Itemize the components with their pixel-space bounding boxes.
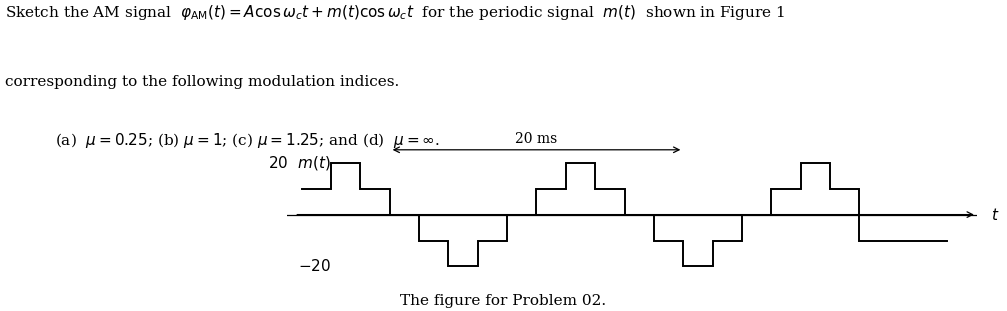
Text: The figure for Problem 02.: The figure for Problem 02. (401, 294, 606, 308)
Text: 20 ms: 20 ms (516, 132, 558, 146)
Text: corresponding to the following modulation indices.: corresponding to the following modulatio… (5, 75, 400, 89)
Text: Sketch the AM signal  $\varphi_{\mathrm{AM}}(t) = A\cos\omega_c t + m(t)\cos\ome: Sketch the AM signal $\varphi_{\mathrm{A… (5, 3, 785, 22)
Text: $t$: $t$ (992, 207, 1000, 223)
Text: $-20$: $-20$ (298, 258, 331, 274)
Text: (a)  $\mu = 0.25$; (b) $\mu = 1$; (c) $\mu = 1.25$; and (d)  $\mu = \infty$.: (a) $\mu = 0.25$; (b) $\mu = 1$; (c) $\m… (55, 131, 440, 150)
Text: $20\ \ m(t)$: $20\ \ m(t)$ (268, 154, 331, 172)
